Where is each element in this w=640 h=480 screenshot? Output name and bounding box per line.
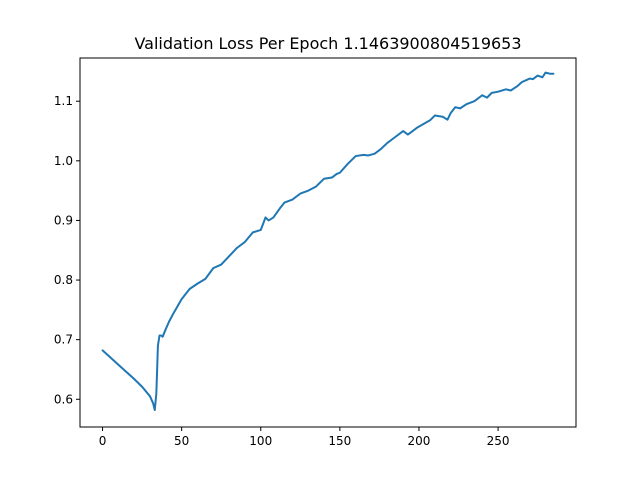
- y-tick-label: 0.7: [54, 333, 73, 347]
- y-tick-label: 0.9: [54, 213, 73, 227]
- x-tick-label: 50: [174, 434, 189, 448]
- y-axis: 0.6 0.7 0.8 0.9 1.0 1.1: [54, 94, 80, 406]
- y-tick-label: 1.1: [54, 94, 73, 108]
- x-axis: 0 50 100 150 200 250: [99, 427, 510, 448]
- plot-area: [79, 57, 577, 428]
- chart-title: Validation Loss Per Epoch 1.146390080451…: [134, 34, 521, 53]
- x-tick-label: 150: [328, 434, 351, 448]
- y-tick-label: 1.0: [54, 154, 73, 168]
- y-tick-label: 0.6: [54, 392, 73, 406]
- x-tick-label: 100: [249, 434, 272, 448]
- series-line-0: [101, 71, 555, 412]
- x-tick-label: 250: [487, 434, 510, 448]
- series-layer: [101, 71, 555, 412]
- y-tick-label: 0.8: [54, 273, 73, 287]
- x-tick-label: 0: [99, 434, 107, 448]
- axes-frame: [79, 57, 577, 428]
- x-tick-label: 200: [408, 434, 431, 448]
